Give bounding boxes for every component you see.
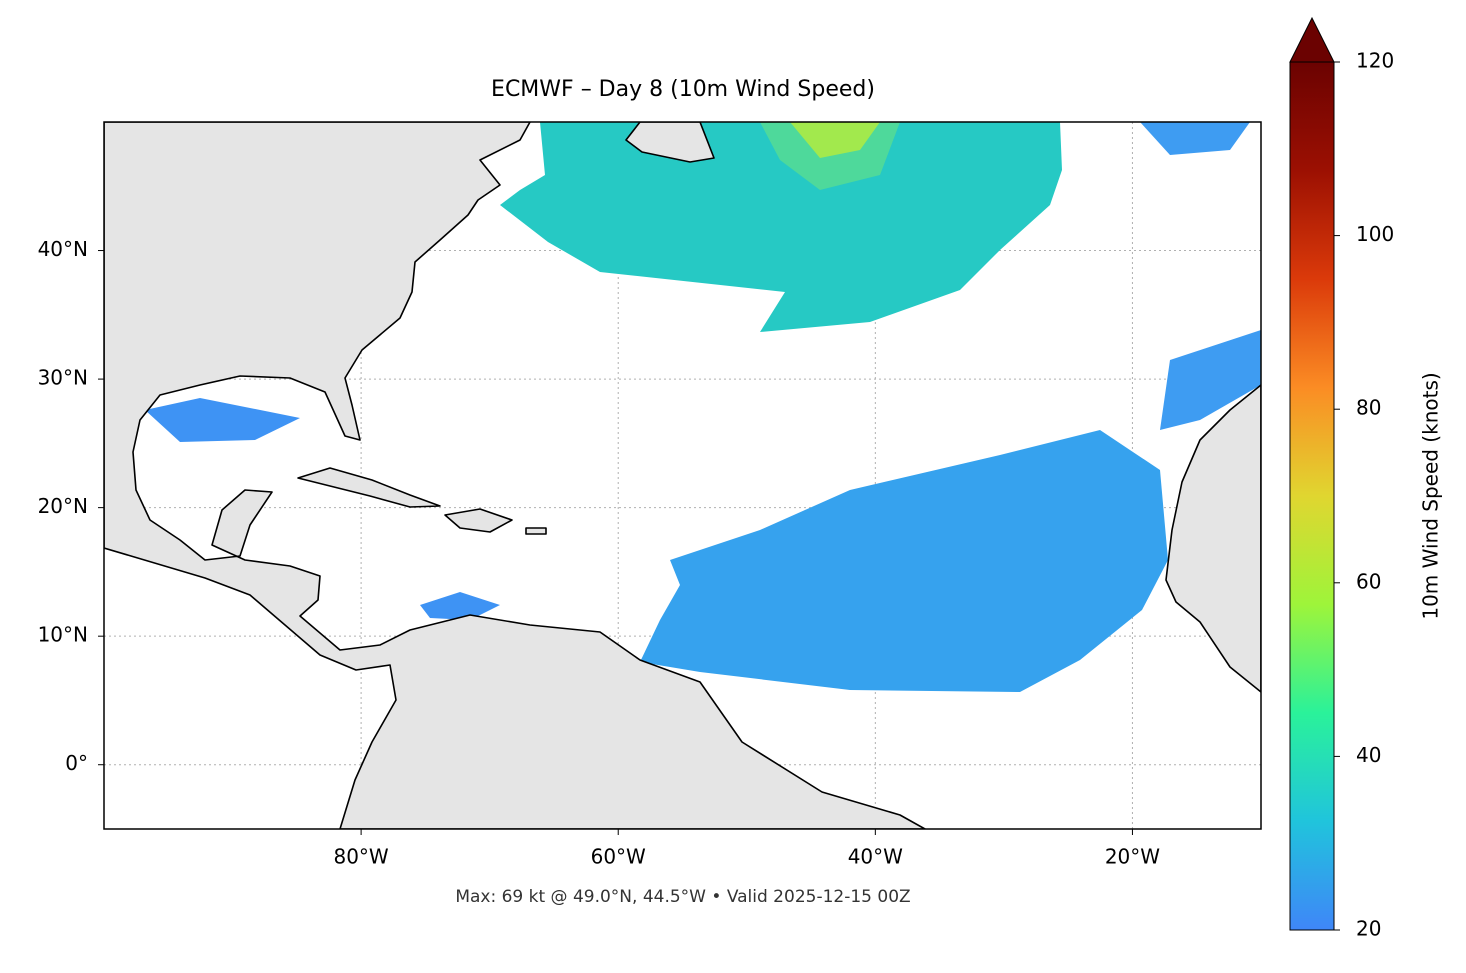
wind-area (1140, 122, 1250, 155)
hispaniola (444, 508, 513, 533)
plot-frame (103, 121, 1262, 830)
x-tick-label: 40°W (848, 845, 903, 869)
colorbar-tick-label: 20 (1356, 917, 1381, 941)
x-tick-label: 60°W (591, 845, 646, 869)
wind-area (640, 430, 1168, 692)
wind-area (790, 122, 880, 158)
map-layers (104, 122, 1261, 829)
x-tick-label: 80°W (333, 845, 388, 869)
x-tick-label: 20°W (1105, 845, 1160, 869)
colorbar-tick-label: 40 (1356, 743, 1381, 767)
y-tick-label: 30°N (38, 366, 88, 390)
colorbar-label: 10m Wind Speed (knots) (1419, 372, 1443, 619)
y-tick-label: 0° (65, 751, 88, 775)
wind-area (145, 398, 300, 442)
americas (104, 122, 926, 829)
newfoundland (625, 122, 715, 163)
wind-area (500, 122, 1062, 332)
wind-area (420, 592, 500, 620)
puerto-rico (525, 527, 547, 535)
colorbar-extend (1289, 16, 1335, 63)
colorbar-tick-label: 60 (1356, 569, 1381, 593)
footer-note: Max: 69 kt @ 49.0°N, 44.5°W • Valid 2025… (455, 887, 910, 907)
colorbar-tick-label: 80 (1356, 396, 1381, 420)
colorbar-tick-label: 100 (1356, 222, 1394, 246)
y-tick-label: 10°N (38, 623, 88, 647)
map-title: ECMWF – Day 8 (10m Wind Speed) (491, 77, 875, 102)
y-tick-label: 20°N (38, 494, 88, 518)
cuba (297, 467, 441, 508)
wind-area (1160, 330, 1261, 430)
colorbar-tick-label: 120 (1356, 49, 1394, 73)
africa (1165, 384, 1261, 693)
colorbar (1289, 61, 1335, 931)
y-tick-label: 40°N (38, 237, 88, 261)
